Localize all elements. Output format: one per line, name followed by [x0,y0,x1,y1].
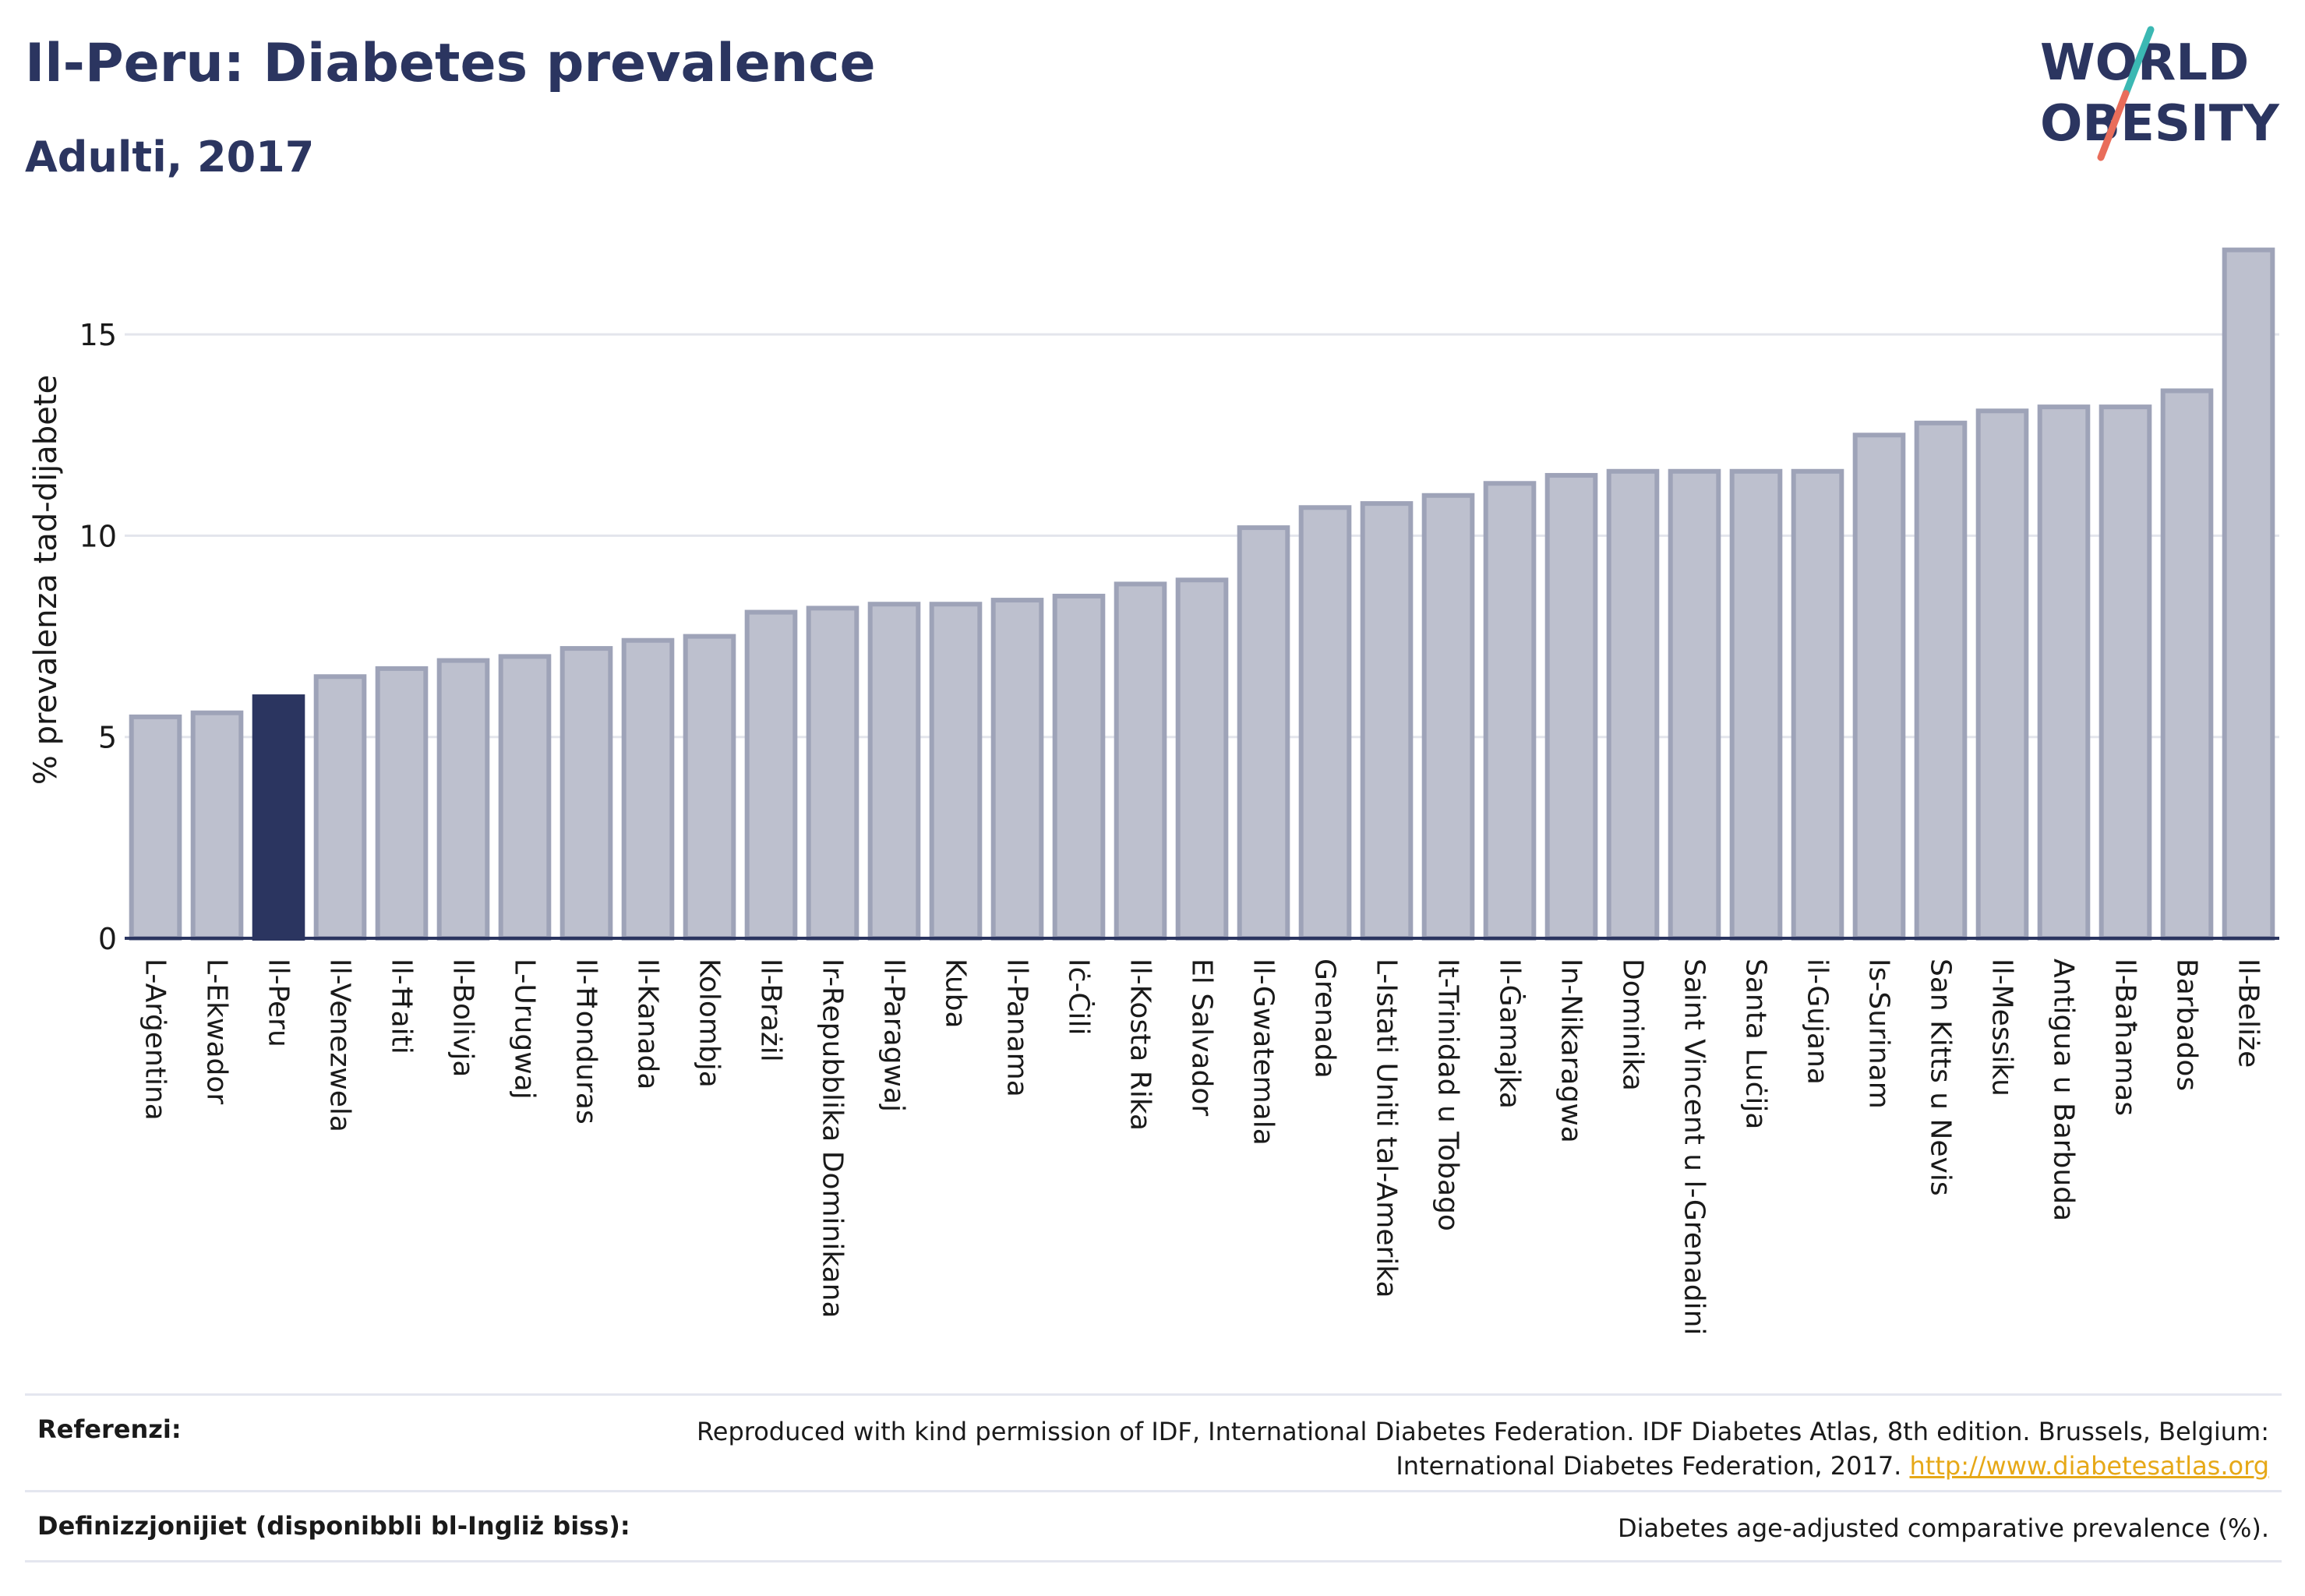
x-tick-label: il-Gujana [1802,959,1834,1085]
x-tick-label: Dominika [1617,959,1649,1091]
bar [744,609,798,941]
x-tick-label: Barbados [2171,959,2203,1091]
footer: Referenzi: Reproduced with kind permissi… [25,1393,2282,1565]
x-tick-label: L-Ekwador [201,959,233,1104]
bar [1114,581,1167,941]
chart-subtitle: Adulti, 2017 [25,132,315,182]
bar [313,674,367,941]
x-tick-label: Il-Brażil [755,959,787,1062]
x-tick-label: Il-Gwatemala [1248,959,1280,1146]
y-tick-label: 10 [79,519,117,553]
references-line-2-text: International Diabetes Federation, 2017. [1396,1451,1902,1481]
bar [1852,433,1906,941]
x-tick-label: L-Urugwaj [509,959,541,1100]
references-text: Reproduced with kind permission of IDF, … [697,1414,2269,1483]
x-tick-label: Kuba [940,959,972,1029]
bars [129,247,2275,941]
x-tick-label: L-Istati Uniti tal-Amerika [1371,959,1403,1298]
x-tick-label: It-Trinidad u Tobago [1432,959,1464,1231]
references-label: Referenzi: [37,1414,182,1444]
logo-text-obesity: OBESITY [2040,95,2279,153]
x-tick-label: Il-Panama [1001,959,1033,1097]
bar [683,634,736,941]
definitions-row: Definizzjonijiet (disponibbli bl-Ingliż … [25,1490,2282,1562]
diabetes-atlas-link[interactable]: http://www.diabetesatlas.org [1909,1451,2269,1481]
bar [867,602,921,941]
bar [559,646,613,941]
bar [498,654,552,941]
references-line-1: Reproduced with kind permission of IDF, … [696,1417,2269,1446]
x-tick-label: Il-Bolivja [447,959,479,1077]
bar [806,606,860,941]
bar [1298,505,1352,941]
x-tick-label: Il-Ġamajka [1494,959,1527,1109]
bar [929,602,983,941]
definitions-text: Diabetes age-adjusted comparative preval… [1618,1513,2269,1543]
x-tick-label: L-Arġentina [139,959,171,1121]
x-tick-label: San Kitts u Nevis [1925,959,1957,1196]
x-tick-label: Il-Beliże [2233,959,2264,1068]
bar-chart: 0 5 10 15 L-Arġentina L-Ekwador Il-Peru Il-Vene… [28,247,2279,1335]
x-tick-label: Il-Ħonduras [570,959,602,1125]
bar [1052,593,1106,941]
x-tick-label: In-Nikaragwa [1555,959,1587,1143]
logo-slash-bottom [2097,90,2130,161]
x-tick-label: Il-Kanada [632,959,664,1089]
bar [2160,388,2214,941]
x-tick-label: Ir-Repubblika Dominikana [817,959,849,1319]
x-tick-label: Grenada [1309,959,1341,1079]
x-tick-label: El Salvador [1186,959,1218,1116]
bar [1975,408,2029,941]
x-tick-label: Il-Peru [263,959,295,1047]
bar [2222,247,2275,941]
bar [1237,525,1290,941]
bar [1668,468,1721,941]
definitions-label: Definizzjonijiet (disponibbli bl-Ingliż … [37,1511,630,1541]
x-tick-label: Santa Luċija [1740,959,1772,1129]
bar [2099,404,2152,941]
bar [990,598,1044,941]
bar [436,658,490,941]
x-tick-label: Il-Messiku [1986,959,2018,1096]
bar [1483,481,1537,941]
x-tick-label: Saint Vincent u l-Grenadini [1678,959,1710,1335]
bar [1421,493,1475,941]
bar [1544,472,1598,941]
x-tick-label: Il-Kosta Rika [1124,959,1156,1131]
bar [1914,420,1968,941]
x-tick-label: Is-Surinam [1863,959,1895,1109]
x-tick-label: Iċ-Ċili [1063,959,1096,1036]
y-axis-label: % prevalenza tad-dijabete [28,375,64,785]
x-tick-label: Antigua u Barbuda [2048,959,2080,1221]
y-tick-label: 0 [98,922,117,956]
x-tick-label: Il-Paragwaj [878,959,910,1112]
y-tick-label: 15 [79,318,117,352]
references-row: Referenzi: Reproduced with kind permissi… [25,1393,2282,1491]
x-tick-label: Kolombja [694,959,725,1088]
bar [252,694,305,941]
world-obesity-logo: WORLD OBESITY [2040,26,2279,161]
bar [190,710,244,941]
bar [1360,501,1414,941]
footer-bottom-rule [25,1560,2282,1562]
bar [1791,468,1844,941]
bar [1175,577,1229,941]
x-tick-label: Il-Ħaiti [386,959,418,1054]
bar [1729,468,1783,941]
bar [129,714,182,941]
references-line-2: International Diabetes Federation, 2017.… [697,1449,2269,1483]
axes: 0 5 10 15 L-Arġentina L-Ekwador Il-Peru Il-Vene… [79,318,2279,1335]
x-tick-label: Il-Baħamas [2109,959,2141,1116]
logo-slash-top [2122,26,2155,97]
bar [621,637,675,941]
bar [2037,404,2091,941]
bar [375,666,429,941]
x-tick-label: Il-Venezwela [324,959,356,1132]
y-tick-label: 5 [98,721,117,755]
bar [1606,468,1660,941]
chart-title: Il-Peru: Diabetes prevalence [25,33,876,94]
